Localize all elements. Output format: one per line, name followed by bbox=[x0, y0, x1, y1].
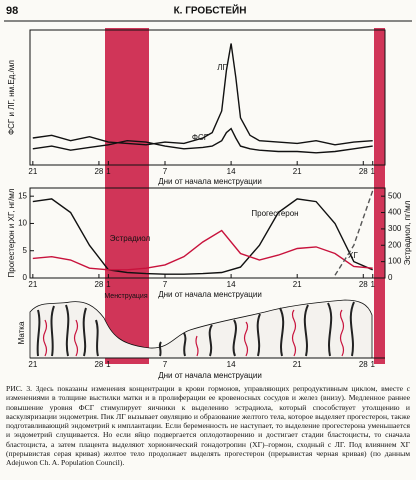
x-tick-label: 21 bbox=[28, 167, 37, 176]
x-tick-label: 28 bbox=[359, 360, 368, 369]
y-axis-label: Прогестерон и ХГ, нг/мл bbox=[7, 188, 16, 277]
x-tick-label: 14 bbox=[227, 360, 236, 369]
series-line bbox=[334, 190, 374, 276]
x-tick-label: 1 bbox=[106, 167, 111, 176]
y-tick-label: 10 bbox=[18, 219, 27, 228]
y2-tick-label: 300 bbox=[388, 224, 402, 233]
series-line bbox=[32, 127, 373, 154]
x-tick-label: 28 bbox=[94, 360, 103, 369]
x-tick-label: 7 bbox=[163, 360, 168, 369]
x-tick-label: 7 bbox=[163, 280, 168, 289]
y-tick-label: 15 bbox=[18, 191, 27, 200]
figure: 98 К. ГРОБСТЕЙН Матка Менструация Дни от… bbox=[4, 4, 412, 380]
x-tick-label: 1 bbox=[106, 280, 111, 289]
x-tick-label: 7 bbox=[163, 167, 168, 176]
series-label: ЛГ bbox=[217, 63, 227, 72]
blood-vessels bbox=[42, 309, 345, 357]
x-tick-label: 1 bbox=[370, 280, 375, 289]
y-tick-label: 0 bbox=[23, 273, 28, 282]
x-tick-label: 1 bbox=[370, 360, 375, 369]
menstruation-band bbox=[374, 28, 385, 364]
caption: РИС. 3. Здесь показаны изменения концент… bbox=[6, 384, 410, 468]
x-tick-label: 1 bbox=[106, 360, 111, 369]
x-tick-label: 1 bbox=[370, 167, 375, 176]
glands bbox=[36, 301, 355, 357]
y2-axis-label: Эстрадиол, пг/мл bbox=[403, 200, 412, 265]
y2-tick-label: 100 bbox=[388, 257, 402, 266]
x-tick-label: 21 bbox=[28, 360, 37, 369]
y2-tick-label: 400 bbox=[388, 208, 402, 217]
x-tick-label: 28 bbox=[359, 280, 368, 289]
x-tick-label: 28 bbox=[359, 167, 368, 176]
series-line bbox=[32, 198, 373, 275]
endometrium bbox=[29, 299, 373, 359]
x-tick-label: 28 bbox=[94, 280, 103, 289]
x-tick-label: 21 bbox=[293, 360, 302, 369]
x-tick-label: 14 bbox=[227, 280, 236, 289]
x-axis-label: Дни от начала менструации bbox=[158, 371, 262, 380]
series-line bbox=[32, 229, 373, 271]
x-axis-label: Дни от начала менструации bbox=[158, 290, 262, 299]
x-tick-label: 14 bbox=[227, 167, 236, 176]
x-axis-label: Дни от начала менструации bbox=[158, 177, 262, 186]
endometrium-diagram: Матка Менструация Дни от начала менструа… bbox=[17, 293, 385, 380]
menstruation-label: Менструация bbox=[104, 293, 147, 300]
y2-tick-label: 0 bbox=[388, 273, 393, 282]
x-tick-label: 21 bbox=[293, 280, 302, 289]
plot-frame bbox=[29, 29, 386, 166]
x-tick-label: 21 bbox=[28, 280, 37, 289]
plot-frame bbox=[29, 187, 386, 279]
x-tick-label: 21 bbox=[293, 167, 302, 176]
series-label: ФСГ bbox=[192, 133, 209, 142]
x-tick-label: 28 bbox=[94, 167, 103, 176]
running-head: К. ГРОБСТЕЙН bbox=[174, 4, 247, 17]
series-line bbox=[32, 43, 373, 146]
series-label: ХГ bbox=[348, 251, 358, 260]
menstruation-band bbox=[105, 28, 149, 364]
series-label: Эстрадиол bbox=[110, 234, 151, 243]
y-axis-label: ФСГ и ЛГ, нм.Ед./мл bbox=[7, 60, 16, 135]
y-tick-label: 5 bbox=[23, 246, 28, 255]
uterus-label: Матка bbox=[17, 321, 26, 344]
y2-tick-label: 200 bbox=[388, 240, 402, 249]
series-label: Прогестерон bbox=[251, 209, 298, 218]
page-number: 98 bbox=[6, 5, 18, 17]
y2-tick-label: 500 bbox=[388, 191, 402, 200]
